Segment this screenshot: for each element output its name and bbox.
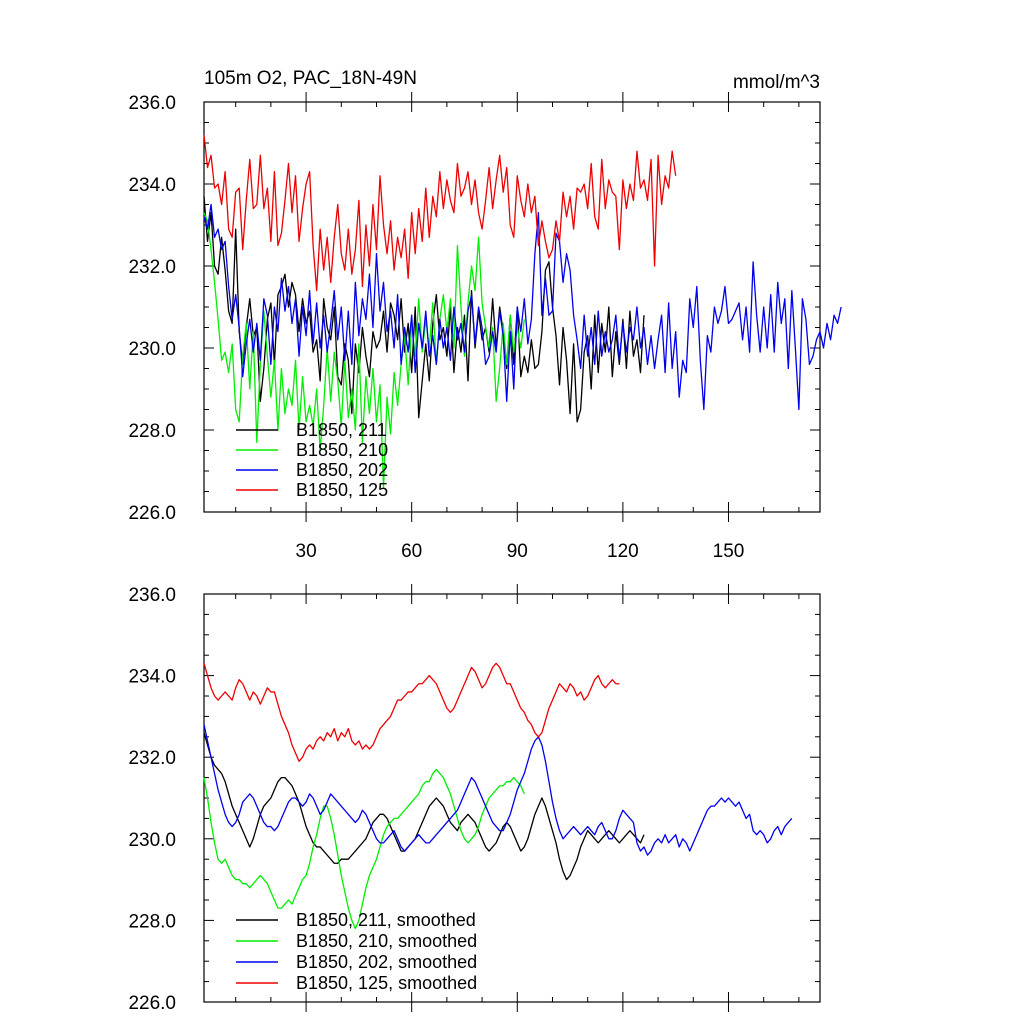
- y-tick-label: 236.0: [128, 93, 176, 114]
- legend-label: B1850, 210, smoothed: [296, 931, 477, 951]
- series-line-B1850_211: [203, 732, 645, 881]
- bottom-panel: 226.0 228.0 230.0 232.0 234.0 236.0 B1850, 211…: [128, 584, 821, 1014]
- y-tick-label: 234.0: [128, 175, 176, 196]
- legend-label: B1850, 210: [296, 440, 388, 460]
- y-tick-label: 230.0: [128, 830, 176, 851]
- y-tick-label: 228.0: [128, 911, 176, 932]
- top-panel: 226.0 228.0 230.0 232.0 234.0 236.0 30 60 90 120 1…: [128, 92, 842, 562]
- legend-label: B1850, 125, smoothed: [296, 973, 477, 993]
- y-tick-label: 236.0: [128, 585, 176, 606]
- legend-label: B1850, 211, smoothed: [296, 910, 476, 930]
- x-tick-label: 30: [296, 541, 317, 562]
- legend-label: B1850, 202, smoothed: [296, 952, 477, 972]
- series-line-B1850_211: [203, 196, 645, 423]
- legend-label: B1850, 202: [296, 460, 388, 480]
- top-chart-title: 105m O2, PAC_18N-49N: [204, 68, 417, 89]
- y-tick-label: 230.0: [128, 339, 176, 360]
- series-line-B1850_125: [203, 662, 620, 762]
- x-tick-label: 90: [507, 541, 528, 562]
- x-tick-label: 60: [401, 541, 422, 562]
- y-tick-label: 234.0: [128, 667, 176, 688]
- series-line-B1850_125: [203, 134, 677, 292]
- y-tick-label: 228.0: [128, 421, 176, 442]
- y-tick-label: 226.0: [128, 993, 176, 1014]
- series-line-B1850_202: [203, 203, 842, 411]
- x-tick-label: 150: [713, 541, 745, 562]
- y-tick-label: 232.0: [128, 257, 176, 278]
- y-tick-label: 226.0: [128, 503, 176, 524]
- x-tick-label: 120: [607, 541, 639, 562]
- series-line-B1850_210: [203, 768, 525, 930]
- legend-label: B1850, 211: [296, 420, 387, 440]
- series-line-B1850_202: [203, 724, 793, 856]
- y-tick-label: 232.0: [128, 748, 176, 769]
- top-chart-units: mmol/m^3: [733, 72, 820, 93]
- legend-label: B1850, 125: [296, 480, 388, 500]
